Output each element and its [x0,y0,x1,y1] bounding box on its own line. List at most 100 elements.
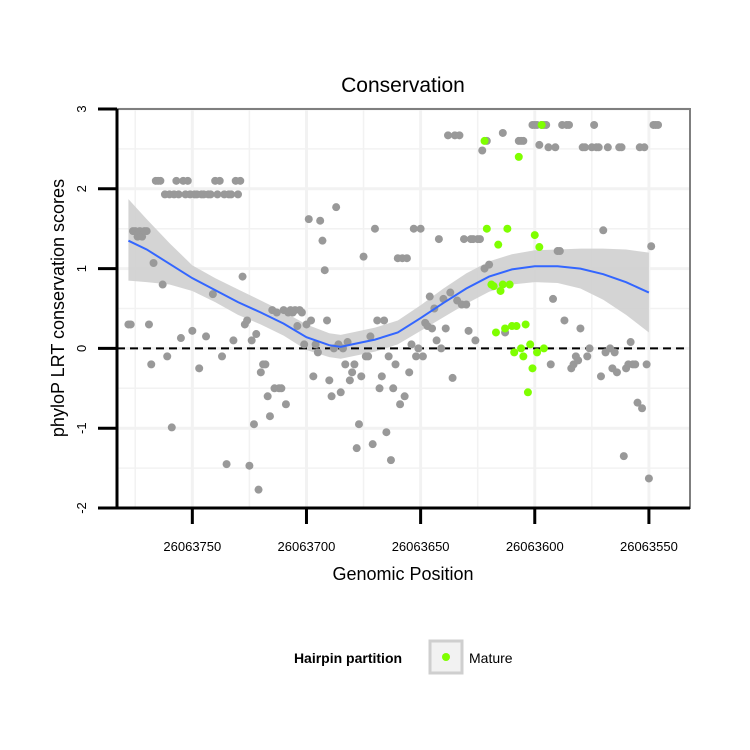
mature-point [526,340,535,349]
data-point [400,392,409,401]
data-point [633,398,642,407]
y-tick-label: 0 [74,345,89,352]
data-point [396,400,405,409]
data-point [218,352,227,361]
mature-point [505,280,514,289]
data-point [332,203,341,212]
data-point [384,352,393,361]
data-point [574,356,583,365]
data-point [535,140,544,149]
data-point [519,136,528,145]
data-point [444,131,453,140]
mature-point [482,224,491,233]
y-axis: -2 -1 0 1 2 3 [74,105,119,514]
data-point [446,288,455,297]
data-point [407,340,416,349]
data-point [281,400,290,409]
y-tick-label: 3 [74,105,89,112]
data-point [610,348,619,357]
data-point [183,176,192,185]
data-point [256,368,265,377]
data-point [323,316,332,325]
data-point [448,373,457,382]
data-point [485,260,494,269]
legend-title: Hairpin partition [294,650,402,666]
data-point [375,384,384,393]
mature-points-layer [480,120,548,397]
data-point [263,392,272,401]
data-point [368,440,377,449]
gridlines [117,107,690,510]
data-point [252,330,261,339]
data-point [409,224,418,233]
data-point [560,316,569,325]
data-point [386,456,395,465]
data-point [471,336,480,345]
x-axis: 26063750 26063700 26063650 26063600 26063550 [117,506,690,554]
data-point [188,326,197,335]
data-point [144,320,153,329]
data-point [172,176,181,185]
data-point [348,368,357,377]
data-point [261,360,270,369]
data-point [459,235,468,244]
mature-point [537,120,546,129]
confidence-ribbon-layer [128,199,649,359]
data-point [373,316,382,325]
data-point [382,428,391,437]
data-point [565,120,574,129]
data-point [149,259,158,268]
data-point [316,216,325,225]
mature-point [501,324,510,333]
y-axis-title: phyloP LRT conservation scores [48,179,68,437]
data-point [174,190,183,199]
data-point [213,190,222,199]
data-point [464,326,473,335]
mature-point [517,344,526,353]
data-point [307,316,316,325]
data-point [647,242,656,251]
data-point [320,266,329,275]
legend: Hairpin partition Mature [294,639,513,675]
mature-point [519,352,528,361]
data-point [167,423,176,432]
data-point [418,352,427,361]
data-point [249,420,258,429]
y-tick-label: -1 [74,422,89,434]
data-point [227,190,236,199]
mature-point [510,348,519,357]
data-point [238,272,247,281]
mature-point [480,136,489,145]
data-point [549,294,558,303]
y-tick-label: 1 [74,265,89,272]
data-point [233,190,242,199]
mature-point [539,344,548,353]
data-point [380,316,389,325]
data-point [437,344,446,353]
data-point [455,131,464,140]
x-tick-label: 26063700 [278,539,336,554]
mature-point [535,243,544,252]
data-point [236,176,245,185]
data-point [357,372,366,381]
data-point [638,404,647,413]
data-point [377,372,386,381]
data-point [156,176,165,185]
mature-point [503,224,512,233]
data-point [311,340,320,349]
data-point [414,344,423,353]
data-point [585,344,594,353]
x-tick-label: 26063600 [506,539,564,554]
data-point [576,324,585,333]
data-point [428,324,437,333]
data-point [478,146,487,155]
data-point [389,384,398,393]
points-layer [124,120,663,494]
x-axis-title: Genomic Position [332,564,473,584]
legend-mature-swatch [442,653,450,661]
data-point [206,190,215,199]
mature-point [512,322,521,331]
data-point [313,348,322,357]
mature-point [491,328,500,337]
